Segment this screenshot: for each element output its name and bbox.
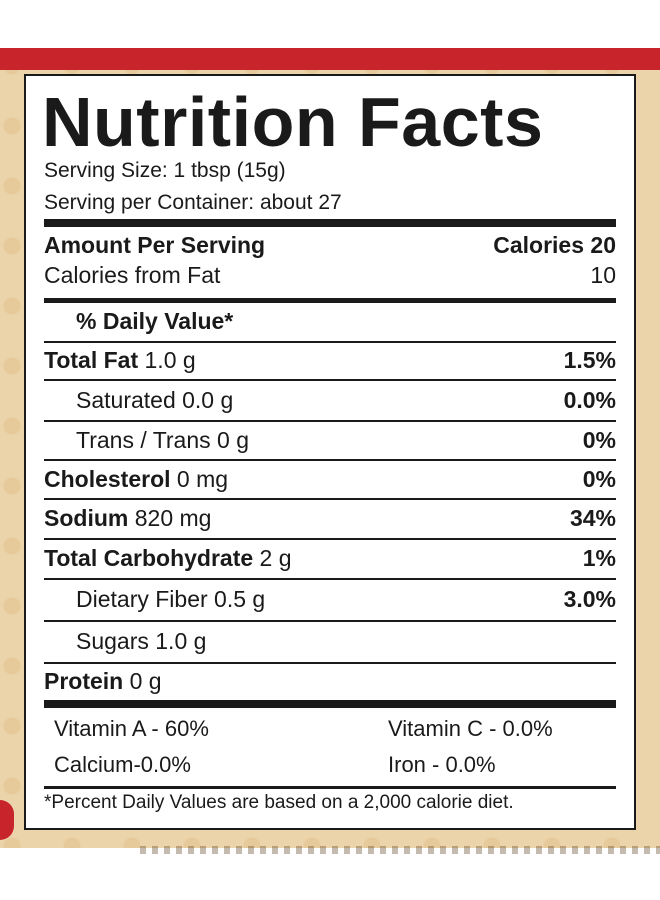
nutrition-facts-panel: Nutrition Facts Serving Size: 1 tbsp (15… [24,74,636,830]
nutrient-name: Total Fat [44,346,139,373]
divider [44,662,616,664]
nutrient-amount: 0 g [123,667,162,694]
nutrient-row: Saturated 0.0 g 0.0% [44,383,616,417]
daily-value-header: % Daily Value* [76,307,234,334]
calories-from-fat-value: 10 [590,261,616,288]
nutrient-dv: 1% [582,544,616,571]
nutrient-name: Saturated 0.0 g [76,386,234,413]
divider [44,620,616,622]
nutrient-amount: 1.0 g [138,346,196,373]
nutrient-name: Sugars 1.0 g [76,627,207,654]
nutrient-dv: 3.0% [563,585,616,612]
servings-per-container-row: Serving per Container: about 27 [44,186,616,220]
divider [44,786,616,789]
divider [44,538,616,540]
nutrient-row: Sodium 820 mg 34% [44,501,616,535]
divider [44,578,616,580]
nutrient-row: Sugars 1.0 g [44,624,616,658]
nutrient-row: Total Fat 1.0 g 1.5% [44,343,616,377]
divider [44,459,616,461]
divider-thick [44,700,616,708]
nutrient-dv: 1.5% [563,346,616,373]
nutrient-row: Total Carbohydrate 2 g 1% [44,541,616,575]
nutrient-dv: 34% [569,504,616,531]
calories: Calories 20 [493,231,616,258]
calories-from-fat-label: Calories from Fat [44,261,221,288]
nutrition-facts-title: Nutrition Facts [42,83,544,161]
divider [44,498,616,500]
nutrient-amount: 0 mg [170,465,229,492]
servings-per-container: Serving per Container: about 27 [44,191,342,214]
nutrient-name: Total Carbohydrate [44,544,254,571]
iron: Iron - 0.0% [388,752,496,777]
vitamin-c: Vitamin C - 0.0% [388,716,553,741]
package-red-mark [0,800,14,840]
package-red-band [0,48,660,70]
serving-size-row: Serving Size: 1 tbsp (15g) [44,154,616,188]
nutrient-name: Sodium [44,504,129,531]
nutrient-row: Cholesterol 0 mg 0% [44,462,616,496]
nutrient-name: Trans / Trans 0 g [76,426,249,453]
serving-size: Serving Size: 1 tbsp (15g) [44,159,286,182]
divider-thick [44,219,616,227]
vitamin-a: Vitamin A - 60% [54,716,209,741]
nutrient-row: Protein 0 g [44,664,616,698]
divider [44,420,616,422]
nutrient-dv: 0% [582,426,616,453]
nutrient-dv: 0.0% [563,386,616,413]
footnote: *Percent Daily Values are based on a 2,0… [44,792,514,813]
nutrient-amount: 2 g [253,544,292,571]
divider [44,379,616,381]
nutrient-amount: 820 mg [128,504,212,531]
nutrient-name: Dietary Fiber 0.5 g [76,585,266,612]
calories-from-fat-row: Calories from Fat 10 [44,260,616,290]
amount-per-serving: Amount Per Serving [44,231,266,258]
divider-medium [44,298,616,303]
calcium: Calcium-0.0% [54,752,191,777]
package-arabic-text-strip [140,846,660,854]
daily-value-header-row: % Daily Value* [44,304,616,338]
amount-per-serving-row: Amount Per Serving Calories 20 [44,230,616,260]
nutrient-name: Protein [44,667,124,694]
nutrient-row: Trans / Trans 0 g 0% [44,423,616,457]
divider [44,341,616,343]
nutrient-dv: 0% [582,465,616,492]
nutrient-row: Dietary Fiber 0.5 g 3.0% [44,582,616,616]
nutrient-name: Cholesterol [44,465,171,492]
